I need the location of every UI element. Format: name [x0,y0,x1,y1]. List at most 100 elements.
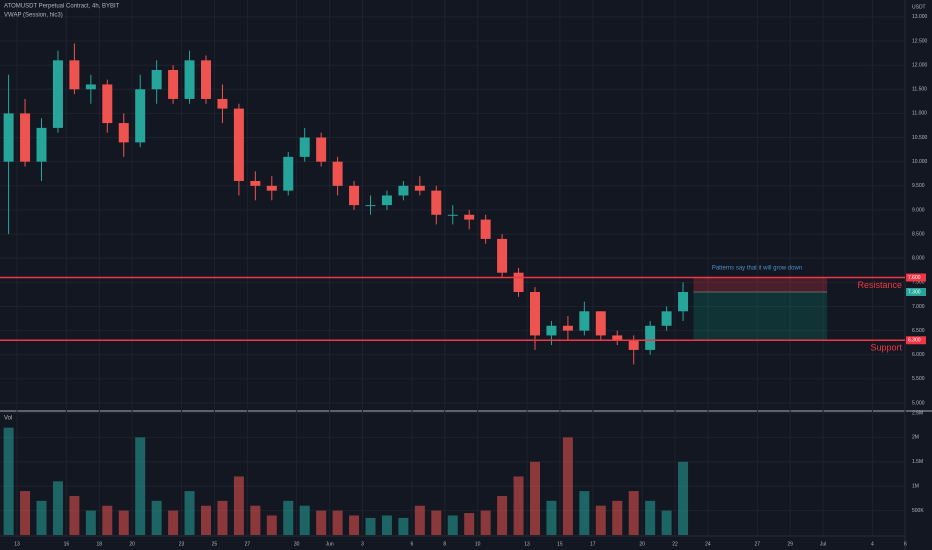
volume-bar [678,461,689,535]
volume-bar [546,500,557,535]
y-tick-label: 10.500 [912,135,928,141]
volume-bar [316,510,327,535]
x-tick-label: 4 [871,541,874,547]
last-price-label: 7.300 [908,289,921,295]
position-zones [693,277,828,341]
volume-bar [118,510,129,535]
x-tick-label: 13 [524,541,530,547]
candle-body [20,113,31,162]
candle-body [3,113,14,162]
candle-body [201,60,211,99]
volume-bar [513,476,524,535]
volume-bar [168,510,179,535]
y-tick-label: 11.000 [912,111,927,117]
y-tick-label: 12.000 [912,62,928,68]
y-tick-label: 10.000 [912,159,928,165]
candle-body [168,69,179,99]
x-tick-label: 29 [787,541,793,547]
y-tick-label: 7.000 [912,304,925,310]
volume-bar [349,515,360,535]
volume-tick-label: 500K [912,508,924,514]
x-tick-label: 20 [639,541,645,547]
annotation: Patterns say that it will grow down [712,266,802,272]
volume-bar [414,505,425,535]
volume-bar [3,427,14,535]
candle-body [102,84,113,124]
candle-body [233,108,244,181]
volume-bar [562,437,573,535]
x-tick-label: 22 [672,541,678,547]
candle-body [628,340,639,350]
candle-body [398,185,409,196]
candle-body [447,214,458,216]
candle-body [85,84,96,90]
candle-body [69,60,80,90]
volume-tick-label: 2.5M [912,410,923,416]
candle-body [678,291,689,312]
volume-bar [628,491,639,535]
volume-bar [661,510,672,535]
candle-body [299,137,310,157]
candle-body [480,219,491,239]
candle-body [612,335,623,341]
candle-body [546,325,557,336]
candle-body [217,98,228,109]
volume-bar [365,517,376,535]
volume-bar [233,476,244,535]
candle-body [579,311,590,331]
volume-bar [480,510,491,535]
volume-bar [283,500,294,535]
candle-body [118,123,129,143]
volume-bar [102,505,113,535]
candle-body [513,272,524,292]
candle-body [595,311,606,336]
y-tick-label: 13.000 [912,14,928,20]
marks [0,43,905,535]
x-tick-label: 6 [904,541,907,547]
volume-bar [85,510,96,535]
candle-body [52,60,63,128]
x-tick-label: 10 [475,541,481,547]
candle-body [36,127,47,162]
volume-bar [332,510,343,535]
volume-bar [431,510,442,535]
x-tick-label: 20 [129,541,135,547]
volume-bar [69,495,80,535]
volume-bar [20,491,31,535]
chart-title: ATOMUSDT Perpetual Contract, 4h, BYBIT [4,4,120,10]
candle-body [135,89,146,143]
volume-bar [645,500,656,535]
candle-body [283,156,294,191]
x-tick-label: 3 [361,541,364,547]
x-tick-label: Jul [820,541,826,547]
y-tick-label: 11.500 [912,87,927,93]
indicator-label: VWAP (Session, hlc3) [4,13,63,19]
x-tick-label: Jun [326,541,334,547]
candle-body [530,291,540,336]
volume-bar [36,500,47,535]
y-tick-label: 5.000 [912,400,925,406]
volume-bar [184,491,195,535]
x-tick-label: 15 [557,541,563,547]
candle-body [349,185,360,206]
x-tick-label: 23 [179,541,185,547]
y-tick-label: 12.500 [912,38,928,44]
candle-body [645,325,656,350]
target-zone [693,291,828,341]
stop-zone [693,277,828,292]
x-tick-label: 8 [443,541,446,547]
x-tick-label: 27 [245,541,251,547]
price-badge-label: 7.600 [908,275,921,281]
x-tick-label: 27 [755,541,761,547]
volume-tick-label: 1M [912,484,919,490]
candle-body [151,69,162,90]
candle-body [414,185,425,191]
x-tick-label: 25 [212,541,218,547]
volume-tick-label: 1.5M [912,459,923,465]
x-tick-label: 18 [97,541,103,547]
x-tick-label: 16 [64,541,70,547]
candle-body [250,180,261,186]
y-tick-label: 6.000 [912,352,925,358]
candle-body [497,238,508,273]
